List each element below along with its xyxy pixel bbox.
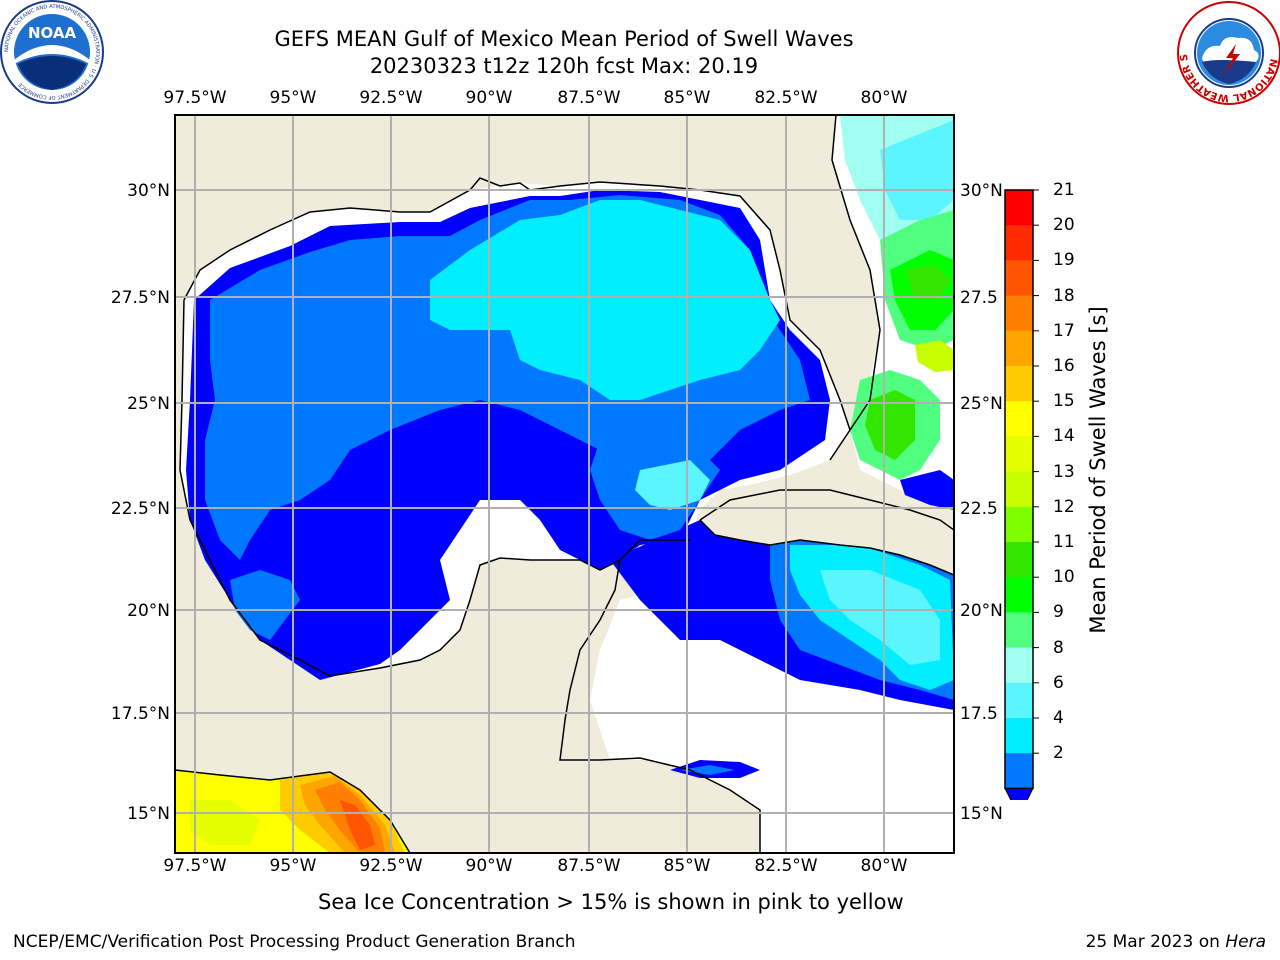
colorbar-extend-triangle: [1004, 787, 1034, 800]
atlantic-band-keys-inner: [865, 390, 915, 460]
colorbar: [1004, 189, 1039, 800]
lon-label-top: 95°W: [269, 88, 317, 108]
map-frame: [174, 114, 955, 854]
lat-label-left: 17.5°N: [110, 704, 170, 724]
lat-label-right: 25°N: [960, 394, 1003, 414]
colorbar-swatch: [1005, 260, 1033, 297]
run-date-credit: 25 Mar 2023 on Hera: [1086, 932, 1266, 952]
lat-label-right: 30°N: [960, 181, 1003, 201]
yucatan-coast: [619, 539, 690, 561]
colorbar-swatch: [1005, 682, 1033, 719]
lon-label-top: 97.5°W: [163, 88, 227, 108]
swell-band-8-9s-caribbean: [820, 570, 940, 665]
producer-credit: NCEP/EMC/Verification Post Processing Pr…: [13, 932, 576, 952]
colorbar-tick-label: 13: [1053, 461, 1075, 482]
colorbar-swatch: [1005, 471, 1033, 508]
cuba-coast: [699, 489, 954, 576]
colorbar-tick-label: 18: [1053, 285, 1075, 306]
atlantic-band-east: [900, 470, 954, 510]
colorbar-tick-label: 8: [1053, 637, 1064, 658]
lon-label-bottom: 80°W: [860, 856, 908, 876]
colorbar-swatch: [1005, 436, 1033, 473]
sea-ice-footnote: Sea Ice Concentration > 15% is shown in …: [318, 890, 904, 914]
lat-label-left: 22.5°N: [110, 499, 170, 519]
colorbar-swatch: [1005, 542, 1033, 578]
colorbar-swatch: [1005, 401, 1033, 437]
colorbar-swatch: [1005, 718, 1033, 754]
swell-band-6-8s-yucatan: [635, 460, 710, 510]
machine-name: Hera: [1225, 932, 1266, 952]
colorbar-tick-label: 21: [1053, 180, 1075, 200]
map-title: GEFS MEAN Gulf of Mexico Mean Period of …: [274, 27, 854, 51]
lat-label-right: 27.5: [960, 288, 998, 308]
map-subtitle: 20230323 t12z 120h fcst Max: 20.19: [369, 54, 759, 78]
coastline: [179, 115, 881, 853]
lat-label-left: 27.5°N: [110, 288, 170, 308]
colorbar-tick-label: 19: [1053, 250, 1075, 271]
lon-label-top: 80°W: [860, 88, 908, 108]
colorbar-swatch: [1005, 753, 1033, 789]
lat-label-left: 25°N: [127, 394, 170, 414]
atlantic-band-11-12s: [905, 265, 950, 300]
lon-label-bottom: 85°W: [663, 856, 711, 876]
nws-logo: NATIONAL WEATHER SERVICE: [1176, 0, 1280, 105]
cuba-land: [700, 490, 954, 575]
colorbar-tick-label: 16: [1053, 356, 1075, 376]
lon-label-bottom: 92.5°W: [359, 856, 423, 876]
lon-label-top: 87.5°W: [557, 88, 621, 108]
colorbar-swatch: [1005, 612, 1033, 649]
colorbar-title: Mean Period of Swell Waves [s]: [1086, 306, 1110, 634]
colorbar-swatch: [1005, 577, 1033, 613]
honduras-patch-inner: [680, 765, 735, 775]
colorbar-swatch: [1005, 366, 1033, 402]
colorbar-tick-label: 14: [1053, 426, 1075, 447]
lon-label-bottom: 97.5°W: [163, 856, 227, 876]
lat-label-right: 22.5: [960, 499, 998, 519]
colorbar-swatch: [1005, 225, 1033, 261]
colorbar-tick-label: 15: [1053, 391, 1075, 412]
colorbar-tick-label: 4: [1053, 708, 1064, 728]
lon-label-top: 82.5°W: [754, 88, 818, 108]
lon-label-bottom: 82.5°W: [754, 856, 818, 876]
colorbar-tick-label: 12: [1053, 496, 1075, 517]
lon-label-top: 85°W: [663, 88, 711, 108]
swell-band-6-8s: [430, 200, 780, 400]
lat-label-right: 20°N: [960, 601, 1003, 621]
colorbar-tick-label: 6: [1053, 672, 1064, 693]
lat-label-right: 15°N: [960, 804, 1003, 824]
lon-label-bottom: 95°W: [269, 856, 317, 876]
colorbar-swatch: [1005, 295, 1033, 332]
lat-label-left: 15°N: [127, 804, 170, 824]
colorbar-tick-label: 9: [1053, 602, 1064, 623]
colorbar-tick-label: 20: [1053, 215, 1075, 236]
lon-label-bottom: 87.5°W: [557, 856, 621, 876]
lon-label-top: 90°W: [465, 88, 513, 108]
atlantic-band-6-8s: [880, 120, 954, 220]
noaa-logo-text: NOAA: [28, 24, 77, 42]
pacific-band-14-15s: [190, 800, 260, 845]
colorbar-tick-label: 17: [1053, 320, 1075, 341]
lon-label-bottom: 90°W: [465, 856, 513, 876]
lat-label-left: 20°N: [127, 601, 170, 621]
noaa-logo: NOAA NATIONAL OCEANIC AND ATMOSPHERIC AD…: [0, 0, 104, 104]
lon-label-top: 92.5°W: [359, 88, 423, 108]
atlantic-band-12-13s: [915, 340, 954, 372]
graticule: [175, 115, 954, 853]
colorbar-swatch: [1005, 506, 1033, 543]
colorbar-tick-label: 10: [1053, 567, 1075, 588]
lat-label-right: 17.5: [960, 704, 998, 724]
colorbar-swatch: [1005, 190, 1033, 226]
colorbar-swatch: [1005, 330, 1033, 367]
colorbar-swatch: [1005, 647, 1033, 684]
colorbar-tick-label: 11: [1053, 532, 1075, 552]
run-date: 25 Mar 2023 on: [1085, 932, 1226, 952]
lat-label-left: 30°N: [127, 181, 170, 201]
colorbar-frame: [1004, 189, 1034, 790]
colorbar-tick-label: 2: [1053, 743, 1064, 764]
